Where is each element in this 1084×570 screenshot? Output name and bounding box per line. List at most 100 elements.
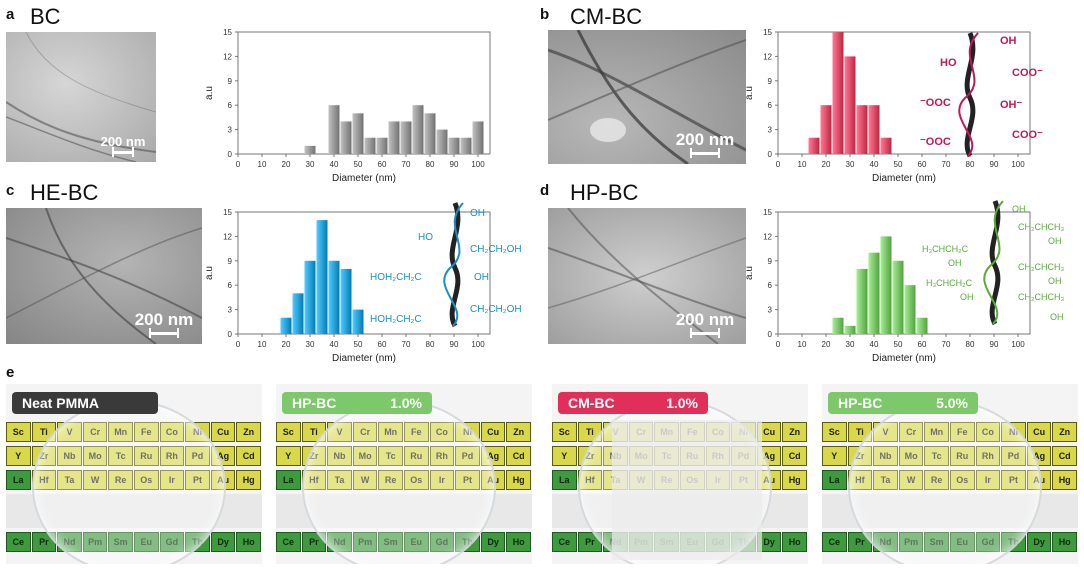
y-tick-label: 9 xyxy=(768,257,773,266)
element-cell: Ho xyxy=(506,532,531,552)
x-tick-label: 30 xyxy=(846,160,855,169)
y-tick-label: 0 xyxy=(228,150,233,159)
histogram-bar xyxy=(880,137,892,154)
x-tick-label: 20 xyxy=(822,340,831,349)
struct-b-label-4: OH⁻ xyxy=(1000,99,1023,111)
sample-loading: 1.0% xyxy=(666,395,698,411)
sample-badge: HP-BC 5.0% xyxy=(828,392,978,414)
element-cell: Dy xyxy=(480,532,506,552)
histogram-bar xyxy=(280,317,292,334)
x-axis-label: Diameter (nm) xyxy=(872,353,936,364)
struct-d-label-3: OH xyxy=(1048,236,1062,246)
panel-letter-a: a xyxy=(6,6,15,23)
element-cell: Sc xyxy=(276,422,301,442)
plot-frame xyxy=(777,31,1031,155)
y-tick-label: 15 xyxy=(763,208,772,217)
element-cell: Sc xyxy=(822,422,847,442)
y-tick-label: 15 xyxy=(223,28,232,37)
x-tick-label: 0 xyxy=(776,340,781,349)
x-tick-label: 60 xyxy=(378,160,387,169)
histogram-bar xyxy=(832,317,844,334)
scale-bar-a: 200 nm xyxy=(98,134,148,157)
x-tick-label: 60 xyxy=(918,340,927,349)
y-tick-label: 3 xyxy=(768,126,773,135)
plot-frame xyxy=(237,211,491,335)
x-tick-label: 0 xyxy=(776,160,781,169)
x-tick-label: 10 xyxy=(258,160,267,169)
sample-name: HP-BC xyxy=(838,395,883,411)
y-tick-label: 15 xyxy=(223,208,232,217)
struct-d-label-7: OH xyxy=(1048,276,1062,286)
x-tick-label: 90 xyxy=(990,160,999,169)
element-cell: Dy xyxy=(210,532,236,552)
x-tick-label: 80 xyxy=(966,160,975,169)
histogram-bar xyxy=(820,105,832,154)
histogram-bar xyxy=(892,260,904,334)
element-cell: Sc xyxy=(552,422,577,442)
histogram-hebc: 0 10 20 30 40 50 60 70 80 90 100 0 3 6 9 12 15 Diameter (… xyxy=(204,208,491,364)
histogram-bc: 0 10 20 30 40 50 60 70 80 90 100 0 3 6 9 12 15 Diameter (… xyxy=(204,28,491,184)
panel-letter-c: c xyxy=(6,182,15,199)
histogram-bar xyxy=(388,121,400,154)
panel-letter-e: e xyxy=(6,364,15,381)
scale-bar-d: 200 nm xyxy=(668,310,742,338)
element-cell: Y xyxy=(276,446,301,466)
x-tick-label: 10 xyxy=(798,340,807,349)
struct-d-label-5: CH₂CHCH₃ xyxy=(1018,262,1064,272)
element-cell: Y xyxy=(552,446,577,466)
sample-badge: CM-BC 1.0% xyxy=(558,392,708,414)
y-tick-label: 6 xyxy=(768,101,773,110)
element-cell: Ce xyxy=(822,532,847,552)
y-tick-label: 12 xyxy=(223,232,232,241)
x-tick-label: 60 xyxy=(918,160,927,169)
x-tick-label: 30 xyxy=(306,340,315,349)
element-cell: Cd xyxy=(236,446,261,466)
x-tick-label: 10 xyxy=(258,340,267,349)
y-axis-label: a.u xyxy=(204,266,215,280)
sample-badge: Neat PMMA xyxy=(12,392,158,414)
y-tick-label: 9 xyxy=(228,77,233,86)
tem-image-cmbc: 200 nm xyxy=(548,30,746,164)
struct-c-label-6: CH₂CH₂OH xyxy=(470,304,522,315)
sample-loading: 1.0% xyxy=(390,395,422,411)
petri-dish xyxy=(302,400,496,564)
y-tick-label: 6 xyxy=(768,281,773,290)
tem-image-bc: 200 nm xyxy=(6,32,156,162)
element-cell: La xyxy=(552,470,577,490)
frosted-film xyxy=(612,420,762,560)
x-tick-label: 70 xyxy=(402,340,411,349)
scale-label-b: 200 nm xyxy=(675,130,735,149)
histogram-bar xyxy=(352,113,364,154)
histogram-bar xyxy=(880,236,892,334)
panel-title-c: HE-BC xyxy=(30,180,99,205)
element-cell: Cd xyxy=(782,446,807,466)
scale-label-c: 200 nm xyxy=(134,310,194,329)
y-tick-label: 0 xyxy=(768,150,773,159)
struct-b-label-2: COO⁻ xyxy=(1012,67,1043,79)
y-tick-label: 0 xyxy=(228,330,233,339)
histogram-hpbc: 0 10 20 30 40 50 60 70 80 90 100 0 3 6 9 12 15 Diameter (… xyxy=(744,208,1031,364)
struct-d-label-4: OH xyxy=(948,258,962,268)
element-cell: Ce xyxy=(6,532,31,552)
scale-label-a: 200 nm xyxy=(100,134,146,149)
histogram-bar xyxy=(340,121,352,154)
element-cell: Zn xyxy=(782,422,807,442)
x-tick-label: 40 xyxy=(330,340,339,349)
photo-panel-0: Sc Ti V Cr Mn Fe Co Ni Cu Zn Y Zr Nb Mo Tc Ru Rh Pd Ag Cd La… xyxy=(6,384,262,564)
histogram-bar xyxy=(856,105,868,154)
element-cell: Y xyxy=(822,446,847,466)
tem-image-hebc: 200 nm xyxy=(6,208,202,344)
histogram-bar xyxy=(856,268,868,334)
element-cell: Ho xyxy=(782,532,807,552)
struct-b-label-6: COO⁻ xyxy=(1012,129,1043,141)
struct-d-label-9: OH xyxy=(960,292,974,302)
x-tick-label: 20 xyxy=(282,160,291,169)
scale-bar-b: 200 nm xyxy=(668,130,742,158)
x-tick-label: 20 xyxy=(822,160,831,169)
x-tick-label: 100 xyxy=(1011,340,1025,349)
x-tick-label: 70 xyxy=(942,340,951,349)
element-cell: Cu xyxy=(210,422,236,442)
element-cell: Dy xyxy=(1026,532,1052,552)
x-tick-label: 80 xyxy=(426,160,435,169)
struct-b-label-0: OH xyxy=(1000,35,1017,47)
